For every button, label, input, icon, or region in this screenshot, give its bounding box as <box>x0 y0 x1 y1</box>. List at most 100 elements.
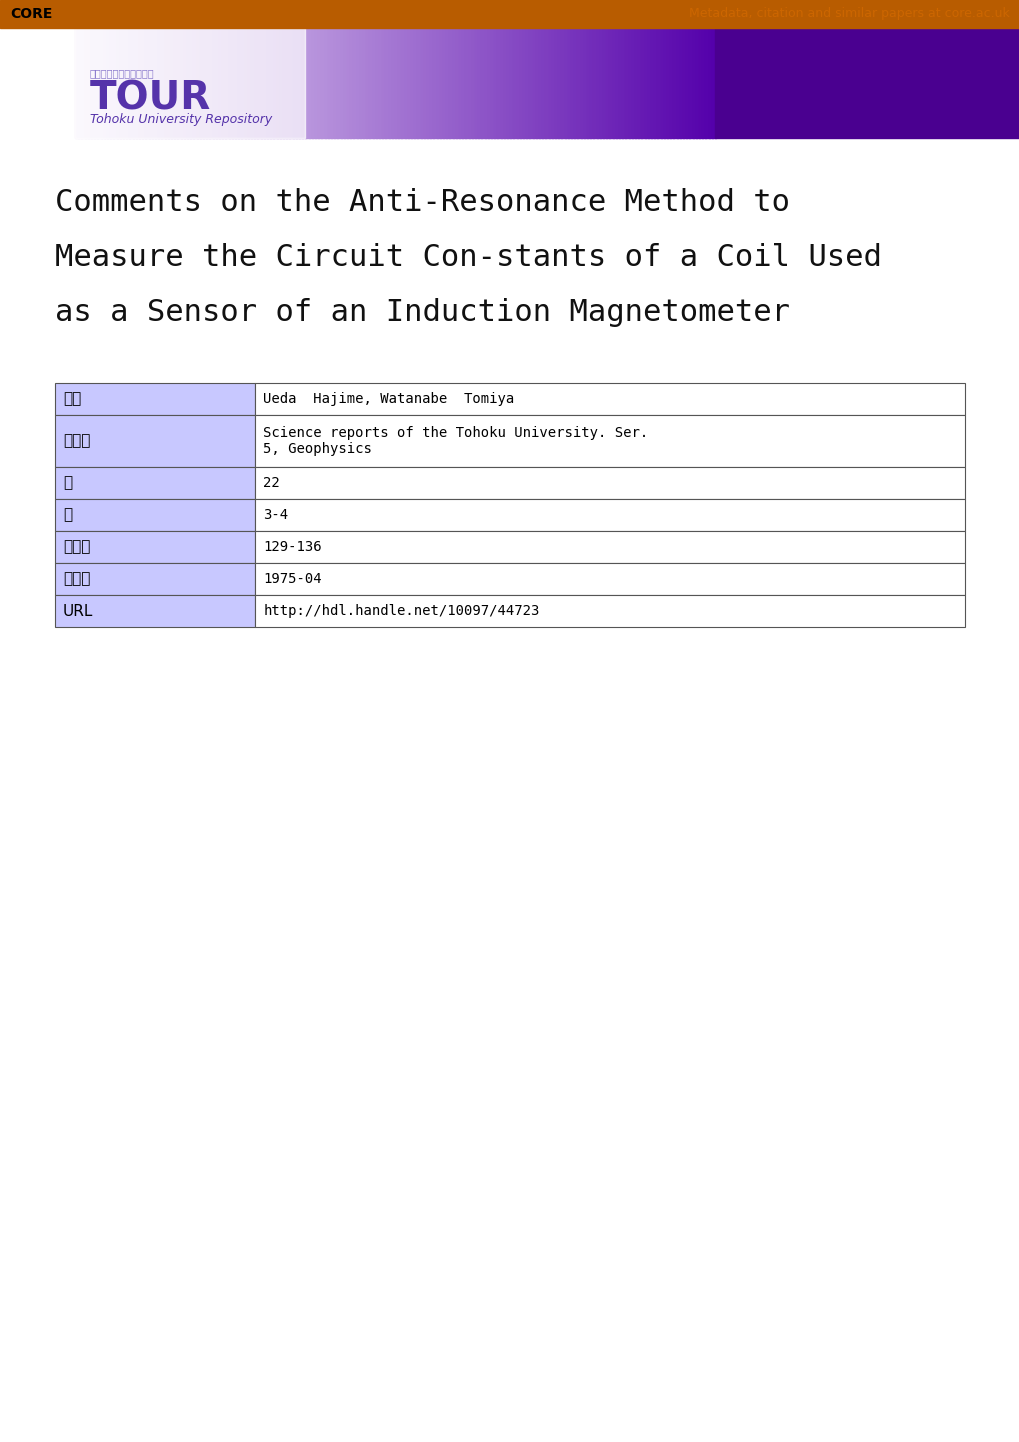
Bar <box>183 27 187 138</box>
Bar <box>650 27 654 138</box>
Bar <box>568 27 572 138</box>
Bar <box>82 27 86 138</box>
Bar <box>433 27 437 138</box>
Bar <box>155 27 159 138</box>
Bar <box>113 27 117 138</box>
Bar <box>107 27 111 138</box>
Bar <box>255 499 964 531</box>
Bar <box>619 27 623 138</box>
Bar <box>523 27 527 138</box>
Bar <box>357 27 361 138</box>
Bar <box>129 27 133 138</box>
Text: 22: 22 <box>263 476 279 490</box>
Bar <box>248 27 252 138</box>
Bar <box>309 27 313 138</box>
Text: Ueda  Hajime, Watanabe  Tomiya: Ueda Hajime, Watanabe Tomiya <box>263 392 514 407</box>
Bar <box>139 27 143 138</box>
Text: Comments on the Anti-Resonance Method to: Comments on the Anti-Resonance Method to <box>55 187 790 216</box>
Bar <box>337 27 341 138</box>
Bar <box>255 531 964 562</box>
Bar <box>385 27 389 138</box>
Bar <box>116 27 120 138</box>
Bar <box>452 27 457 138</box>
Text: 1975-04: 1975-04 <box>263 572 322 585</box>
Text: 号: 号 <box>63 508 72 522</box>
Bar <box>484 27 488 138</box>
Bar <box>439 27 443 138</box>
Bar <box>158 27 162 138</box>
Bar <box>631 27 636 138</box>
Bar <box>660 27 664 138</box>
Bar <box>686 27 690 138</box>
Bar <box>427 27 431 138</box>
Bar <box>186 27 191 138</box>
Bar <box>663 27 667 138</box>
Bar <box>526 27 530 138</box>
Bar <box>503 27 507 138</box>
Bar <box>586 27 591 138</box>
Bar <box>55 499 255 531</box>
Bar <box>468 27 473 138</box>
Bar <box>657 27 661 138</box>
Bar <box>673 27 677 138</box>
Bar <box>644 27 648 138</box>
Bar <box>635 27 639 138</box>
Text: Science reports of the Tohoku University. Ser.
5, Geophysics: Science reports of the Tohoku University… <box>263 425 648 456</box>
Bar <box>615 27 620 138</box>
Bar <box>417 27 421 138</box>
Text: http://hdl.handle.net/10097/44723: http://hdl.handle.net/10097/44723 <box>263 604 539 619</box>
Bar <box>462 27 466 138</box>
Bar <box>334 27 338 138</box>
Bar <box>557 27 561 138</box>
Bar <box>264 27 268 138</box>
Bar <box>197 27 201 138</box>
Text: 129-136: 129-136 <box>263 539 322 554</box>
Bar <box>177 27 181 138</box>
Bar <box>487 27 491 138</box>
Bar <box>55 467 255 499</box>
Bar <box>55 415 255 467</box>
Bar <box>123 27 127 138</box>
Text: Metadata, citation and similar papers at core.ac.uk: Metadata, citation and similar papers at… <box>689 7 1009 20</box>
Bar <box>321 27 325 138</box>
Bar <box>676 27 680 138</box>
Bar <box>490 27 494 138</box>
Bar <box>88 27 92 138</box>
Bar <box>149 27 153 138</box>
Bar <box>231 27 235 138</box>
Bar <box>312 27 316 138</box>
Bar <box>255 384 964 415</box>
Bar <box>254 27 258 138</box>
Bar <box>225 27 229 138</box>
Bar <box>161 27 165 138</box>
Bar <box>602 27 606 138</box>
Bar <box>340 27 344 138</box>
Bar <box>449 27 453 138</box>
Bar <box>343 27 347 138</box>
Bar <box>692 27 696 138</box>
Bar <box>375 27 380 138</box>
Bar <box>542 27 546 138</box>
Bar <box>152 27 156 138</box>
Bar <box>228 27 232 138</box>
Bar <box>171 27 175 138</box>
Bar <box>647 27 651 138</box>
Bar <box>554 27 558 138</box>
Bar <box>94 27 98 138</box>
Bar <box>405 27 409 138</box>
Text: ページ: ページ <box>63 539 91 555</box>
Bar <box>324 27 328 138</box>
Bar <box>0 0 1019 27</box>
Bar <box>394 27 398 138</box>
Bar <box>497 27 501 138</box>
Bar <box>599 27 603 138</box>
Bar <box>641 27 645 138</box>
Bar <box>596 27 600 138</box>
Bar <box>190 27 195 138</box>
Bar <box>251 27 255 138</box>
Bar <box>574 27 578 138</box>
Bar <box>513 27 517 138</box>
Bar <box>209 27 213 138</box>
Bar <box>110 27 114 138</box>
Bar <box>238 27 243 138</box>
